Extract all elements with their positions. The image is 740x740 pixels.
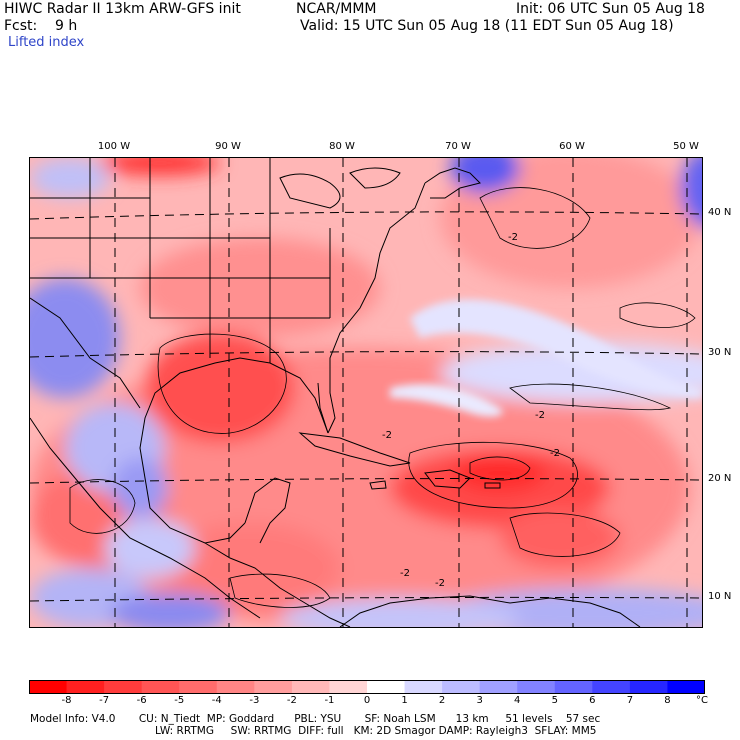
colorbar-tick-label: -6 <box>136 695 147 706</box>
colorbar-swatch <box>592 680 631 694</box>
coastlines <box>30 158 641 627</box>
field-shading <box>30 158 702 627</box>
colorbar-swatch <box>291 680 330 694</box>
contour-label: -2 <box>550 448 560 459</box>
colorbar-swatch <box>517 680 556 694</box>
colorbar-swatch <box>479 680 518 694</box>
lat-label-40n: 40 N <box>708 207 732 218</box>
colorbar <box>29 680 705 694</box>
colorbar-swatch <box>442 680 481 694</box>
lat-label-20n: 20 N <box>708 473 732 484</box>
colorbar-swatch <box>367 680 406 694</box>
colorbar-swatch <box>404 680 443 694</box>
stable-band <box>410 299 702 398</box>
lon-label-90w: 90 W <box>215 141 241 152</box>
lat-label-30n: 30 N <box>708 347 732 358</box>
colorbar-tick-label: -1 <box>324 695 335 706</box>
colorbar-tick-label: 1 <box>401 695 408 706</box>
colorbar-swatch <box>216 680 255 694</box>
colorbar-tick-label: 4 <box>514 695 521 706</box>
colorbar-tick-label: 0 <box>363 695 371 706</box>
colorbar-swatch <box>179 680 218 694</box>
lon-label-50w: 50 W <box>673 141 699 152</box>
colorbar-swatch <box>667 680 705 694</box>
colorbar-swatch <box>29 680 68 694</box>
colorbar-swatch <box>141 680 180 694</box>
model-info-line-2: LW: RRTMG SW: RRTMG DIFF: full KM: 2D Sm… <box>155 725 597 737</box>
contour-labels: -2 -2 -2 -2 -2 -2 <box>382 232 560 589</box>
map-canvas: -2 -2 -2 -2 -2 -2 <box>30 158 702 627</box>
graticule <box>30 158 702 627</box>
lat-label-10n: 10 N <box>708 591 732 602</box>
colorbar-tick-label: 5 <box>551 695 558 706</box>
forecast-hour: Fcst: 9 h <box>4 18 78 34</box>
colorbar-tick-label: -5 <box>174 695 185 706</box>
colorbar-tick-label: 7 <box>626 695 634 706</box>
colorbar-swatch <box>629 680 668 694</box>
colorbar-tick-label: -3 <box>249 695 260 706</box>
lon-label-70w: 70 W <box>445 141 471 152</box>
contour-label: -2 <box>382 430 392 441</box>
colorbar-tick-label: -7 <box>99 695 110 706</box>
contours <box>69 187 696 608</box>
lon-label-60w: 60 W <box>559 141 585 152</box>
colorbar-tick-label: 8 <box>664 695 671 706</box>
org-label: NCAR/MMM <box>296 1 377 17</box>
colorbar-tick-label: -2 <box>286 695 297 706</box>
colorbar-tick-label: 3 <box>476 695 483 706</box>
contour-label: -2 <box>508 232 518 243</box>
colorbar-swatch <box>254 680 293 694</box>
lon-label-100w: 100 W <box>97 141 131 152</box>
colorbar-tick-label: 2 <box>438 695 446 706</box>
init-time: Init: 06 UTC Sun 05 Aug 18 <box>516 1 705 17</box>
contour-label: -2 <box>400 568 410 579</box>
colorbar-swatch <box>554 680 593 694</box>
stable-band-2 <box>390 384 503 417</box>
colorbar-tick-label: 6 <box>589 695 596 706</box>
colorbar-swatch <box>104 680 143 694</box>
valid-time: Valid: 15 UTC Sun 05 Aug 18 (11 EDT Sun … <box>300 18 674 34</box>
lifted-index-map: -2 -2 -2 -2 -2 -2 <box>29 157 703 628</box>
contour-label: -2 <box>435 578 445 589</box>
model-info-line-1: Model Info: V4.0 CU: N_Tiedt MP: Goddard… <box>30 713 601 725</box>
contour-label: -2 <box>535 410 545 421</box>
colorbar-unit: °C <box>696 695 708 706</box>
lon-label-80w: 80 W <box>329 141 355 152</box>
field-name: Lifted index <box>8 35 85 50</box>
colorbar-swatch <box>329 680 368 694</box>
model-title: HIWC Radar II 13km ARW-GFS init <box>4 1 241 17</box>
colorbar-tick-label: -4 <box>211 695 222 706</box>
colorbar-tick-label: -8 <box>61 695 72 706</box>
colorbar-swatch <box>66 680 105 694</box>
